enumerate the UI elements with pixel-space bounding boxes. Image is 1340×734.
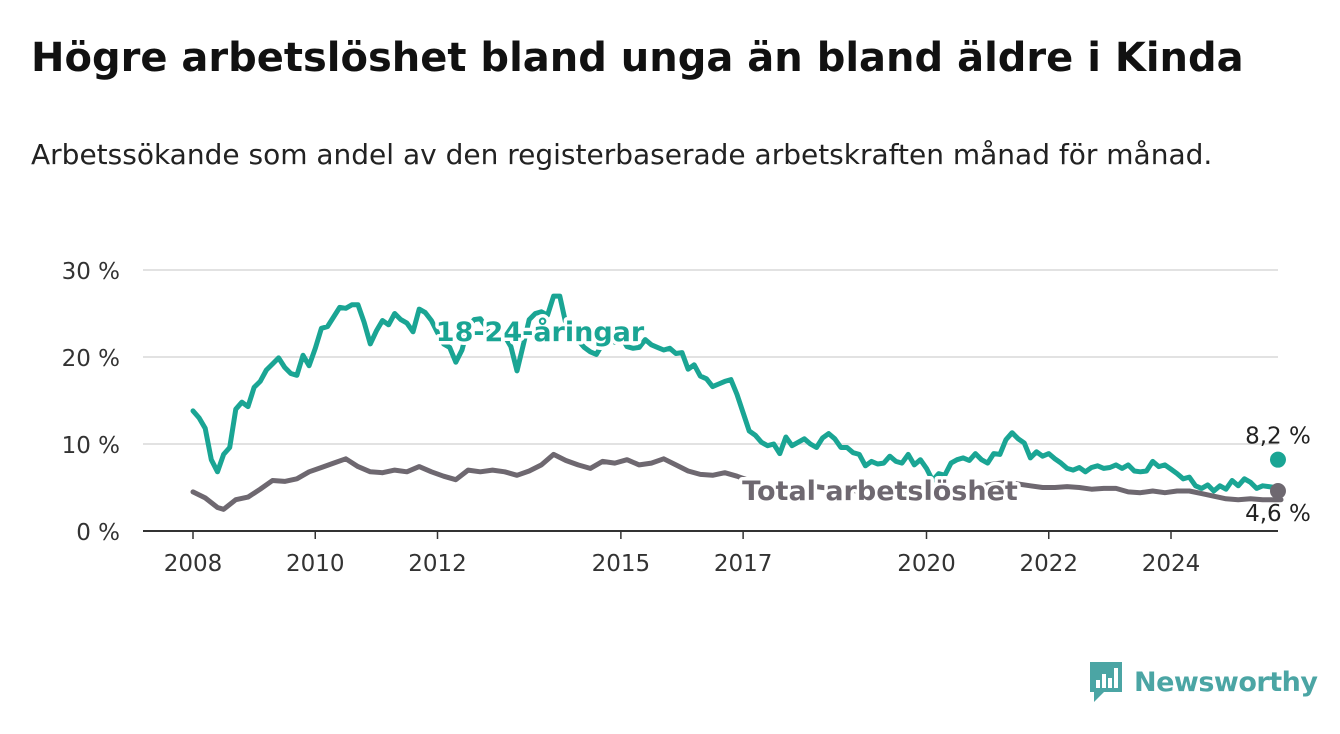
x-tick-label: 2020 bbox=[897, 551, 956, 577]
y-tick-label: 0 % bbox=[76, 520, 120, 546]
newsworthy-logo-icon bbox=[1090, 662, 1122, 702]
y-tick-label: 20 % bbox=[62, 346, 120, 372]
x-tick-label: 2008 bbox=[164, 551, 223, 577]
end-marker-youth bbox=[1269, 451, 1286, 468]
brand-name: Newsworthy bbox=[1134, 666, 1318, 698]
chart-title: Högre arbetslöshet bland unga än bland ä… bbox=[31, 35, 1244, 81]
series-line-total bbox=[190, 451, 1284, 512]
x-tick-label: 2022 bbox=[1019, 551, 1078, 577]
y-tick-label: 10 % bbox=[62, 433, 120, 459]
x-tick-label: 2012 bbox=[408, 551, 467, 577]
series-line-youth bbox=[190, 293, 1284, 494]
series-label-youth: 18-24-åringar bbox=[436, 316, 645, 348]
x-tick-label: 2024 bbox=[1142, 551, 1201, 577]
x-tick-label: 2010 bbox=[286, 551, 345, 577]
chart-subtitle: Arbetssökande som andel av den registerb… bbox=[31, 138, 1213, 171]
x-tick-label: 2017 bbox=[714, 551, 773, 577]
end-label-youth: 8,2 % bbox=[1245, 424, 1311, 450]
brand-logo: Newsworthy bbox=[1088, 660, 1318, 704]
end-marker-total bbox=[1269, 482, 1286, 499]
end-label-total: 4,6 % bbox=[1245, 501, 1311, 527]
x-tick-label: 2015 bbox=[592, 551, 651, 577]
y-tick-label: 30 % bbox=[62, 259, 120, 285]
series-label-total: Total arbetslöshet bbox=[742, 476, 1018, 507]
